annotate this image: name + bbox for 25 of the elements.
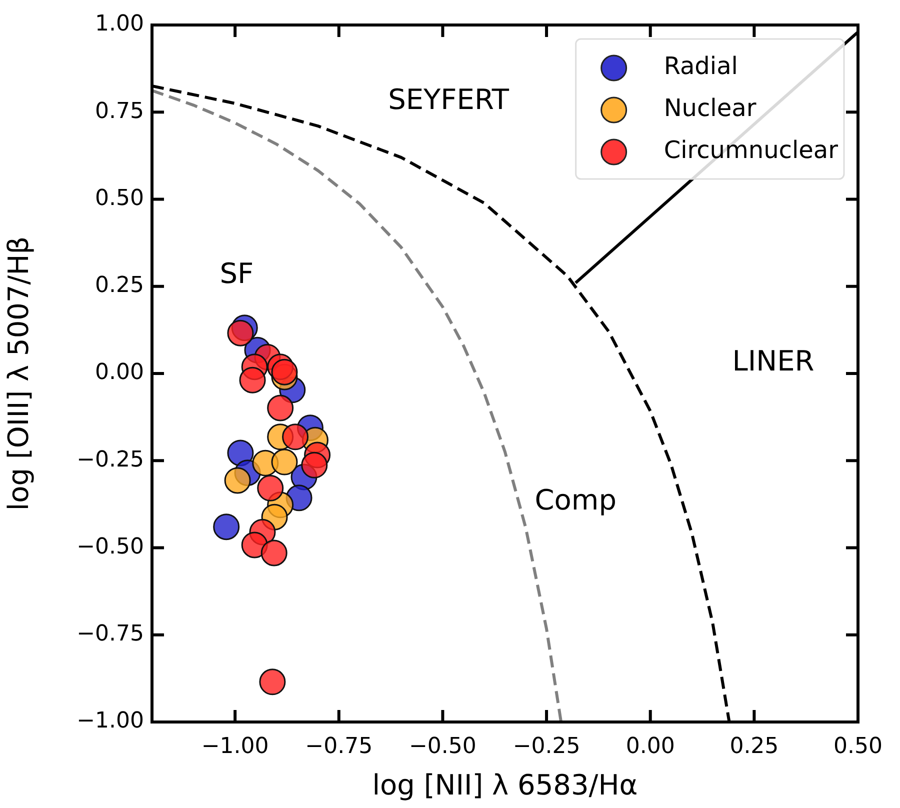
y-tick-label: −0.50 (76, 534, 144, 560)
x-axis-title: log [NII] λ 6583/Hα (372, 768, 638, 802)
y-tick-label: 1.00 (95, 12, 144, 37)
annotation: SF (220, 257, 254, 290)
y-tick-label: −0.25 (76, 447, 144, 472)
legend-label: Radial (664, 52, 738, 80)
x-tick-label: −1.00 (201, 734, 269, 759)
y-axis-title: log [OIII] λ 5007/Hβ (2, 236, 36, 511)
annotation: SEYFERT (388, 82, 510, 116)
y-tick-label: 0.00 (95, 360, 144, 386)
legend-label: Nuclear (664, 94, 756, 122)
x-tick-label: 0.00 (626, 734, 675, 759)
x-tick-label: −0.25 (512, 734, 580, 759)
annotation: LINER (732, 344, 814, 378)
x-tick-label: −0.75 (305, 734, 373, 759)
legend-label: Circumnuclear (664, 136, 838, 164)
y-tick-label: −1.00 (76, 708, 144, 734)
annotation: Comp (534, 484, 616, 517)
y-tick-label: 0.50 (95, 186, 144, 211)
y-tick-label: −0.75 (76, 622, 144, 647)
y-tick-label: 0.25 (95, 273, 144, 298)
y-tick-label: 0.75 (95, 98, 144, 124)
x-tick-label: −0.50 (408, 734, 476, 759)
x-tick-label: 0.50 (834, 734, 882, 759)
x-tick-label: 0.25 (730, 734, 779, 759)
